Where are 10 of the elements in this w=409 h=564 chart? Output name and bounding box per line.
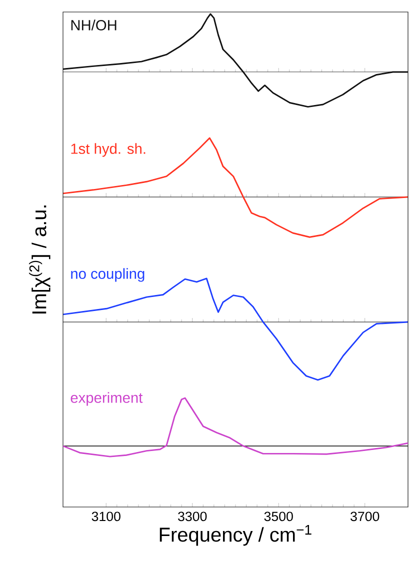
text: experiment <box>70 392 143 406</box>
x-tick-label: 3100 <box>92 512 120 522</box>
series-label: no coupling <box>71 268 144 282</box>
y-axis-title: Im[χ$^{(2)}$] / a.u. <box>29 206 50 314</box>
x-tick-label: 3500 <box>264 512 293 522</box>
x-axis-title: Frequency / cm$^{−1}$ <box>160 524 312 546</box>
x-tick-label: 3700 <box>350 512 380 522</box>
x-tick-label: 3300 <box>178 512 207 522</box>
series-label: 1st hyd. sh. <box>71 143 146 157</box>
text: NH/OH <box>71 20 116 30</box>
